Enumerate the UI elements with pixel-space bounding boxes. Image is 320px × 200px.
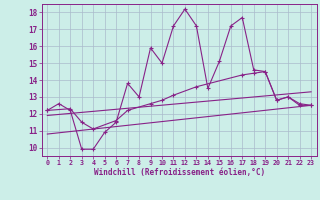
X-axis label: Windchill (Refroidissement éolien,°C): Windchill (Refroidissement éolien,°C) xyxy=(94,168,265,177)
